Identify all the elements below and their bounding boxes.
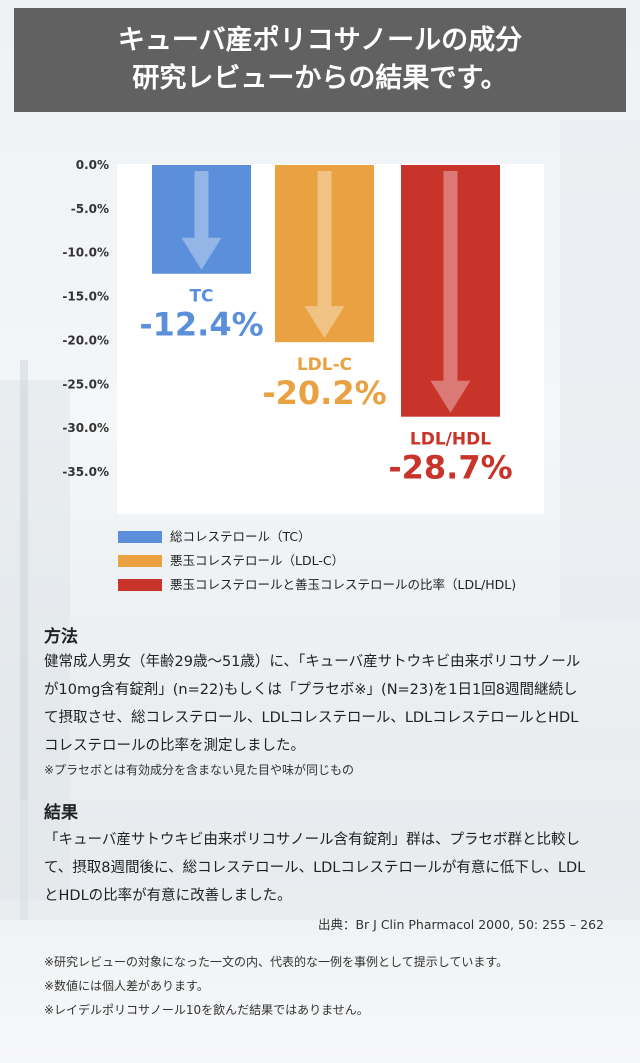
legend-label-ldl: 悪玉コレステロール（LDL-C） <box>170 553 345 568</box>
y-tick-label: 0.0% <box>76 158 109 172</box>
footnote-1: ※研究レビューの対象になった一文の内、代表的な一例を事例として提示しています。 <box>44 955 509 969</box>
category-label: TC <box>189 287 213 307</box>
data-label: -20.2% <box>262 374 386 412</box>
bar-tc <box>152 165 251 274</box>
legend-swatch-ratio <box>118 579 162 591</box>
footnote-3: ※レイデルポリコサノール10を飲んだ結果ではありません。 <box>44 1003 369 1017</box>
method-line: が10mg含有錠剤」(n=22)もしくは「プラセボ※」(N=23)を1日1回8週… <box>44 682 578 698</box>
bar-chart: 0.0% -5.0% -10.0% -15.0% -20.0% -25.0% -30.0% -… <box>12 150 552 524</box>
result-line: とHDLの比率が有意に改善しました。 <box>44 888 292 904</box>
chart-svg: 0.0% -5.0% -10.0% -15.0% -20.0% -25.0% -30.0% -… <box>62 158 544 514</box>
y-tick-label: -5.0% <box>71 202 109 216</box>
placebo-note-text: ※プラセボとは有効成分を含まない見た目や味が同じもの <box>44 763 355 777</box>
category-label: LDL/HDL <box>410 430 491 450</box>
header-title-line2: 研究レビューからの結果です。 <box>132 63 508 94</box>
bar-ldlhdl <box>401 165 500 417</box>
category-label: LDL-C <box>297 355 352 375</box>
page-header: キューバ産ポリコサノールの成分 研究レビューからの結果です。 <box>14 8 626 112</box>
down-arrow-icon <box>181 171 222 270</box>
y-tick-label: -15.0% <box>62 290 109 304</box>
down-arrow-icon <box>304 171 345 339</box>
footnote-2: ※数値には個人差があります。 <box>44 979 209 993</box>
result-line: 「キューバ産サトウキビ由来ポリコサノール含有錠剤」群は、プラセボ群と比較し <box>44 832 581 848</box>
header-title-line1: キューバ産ポリコサノールの成分 <box>117 25 523 56</box>
method-line: コレステロールの比率を測定しました。 <box>44 738 305 754</box>
method-text: 健常成人男女（年齢29歳〜51歳）に、「キューバ産サトウキビ由来ポリコサノール … <box>44 648 614 760</box>
data-label: -28.7% <box>388 449 512 487</box>
legend-label-tc: 総コレステロール（TC） <box>170 529 311 544</box>
method-title: 方法 <box>44 627 78 647</box>
bar-ldlc <box>275 165 374 343</box>
method-line: て摂取させ、総コレステロール、LDLコレステロール、LDLコレステロールとHDL <box>44 710 579 726</box>
legend-label-ratio: 悪玉コレステロールと善玉コレステロールの比率（LDL/HDL) <box>170 577 517 592</box>
down-arrow-icon <box>430 171 471 413</box>
data-label: -12.4% <box>139 306 263 344</box>
y-tick-label: -35.0% <box>62 465 109 479</box>
footnotes: ※研究レビューの対象になった一文の内、代表的な一例を事例として提示しています。 … <box>44 950 508 1022</box>
legend-swatch-tc <box>118 531 162 543</box>
y-tick-label: -25.0% <box>62 377 109 391</box>
y-tick-label: -20.0% <box>62 333 109 347</box>
method-line: 健常成人男女（年齢29歳〜51歳）に、「キューバ産サトウキビ由来ポリコサノール <box>44 654 581 670</box>
result-text: 「キューバ産サトウキビ由来ポリコサノール含有錠剤」群は、プラセボ群と比較し て、… <box>44 826 614 910</box>
result-line: て、摂取8週間後に、総コレステロール、LDLコレステロールが有意に低下し、LDL <box>44 860 586 876</box>
result-title: 結果 <box>44 803 78 823</box>
legend-swatch-ldl <box>118 555 162 567</box>
placebo-note: ※プラセボとは有効成分を含まない見た目や味が同じもの <box>44 760 354 780</box>
source-citation: 出典：Br J Clin Pharmacol 2000, 50: 255 – 2… <box>317 917 604 932</box>
y-tick-label: -10.0% <box>62 246 109 260</box>
y-tick-label: -30.0% <box>62 421 109 435</box>
